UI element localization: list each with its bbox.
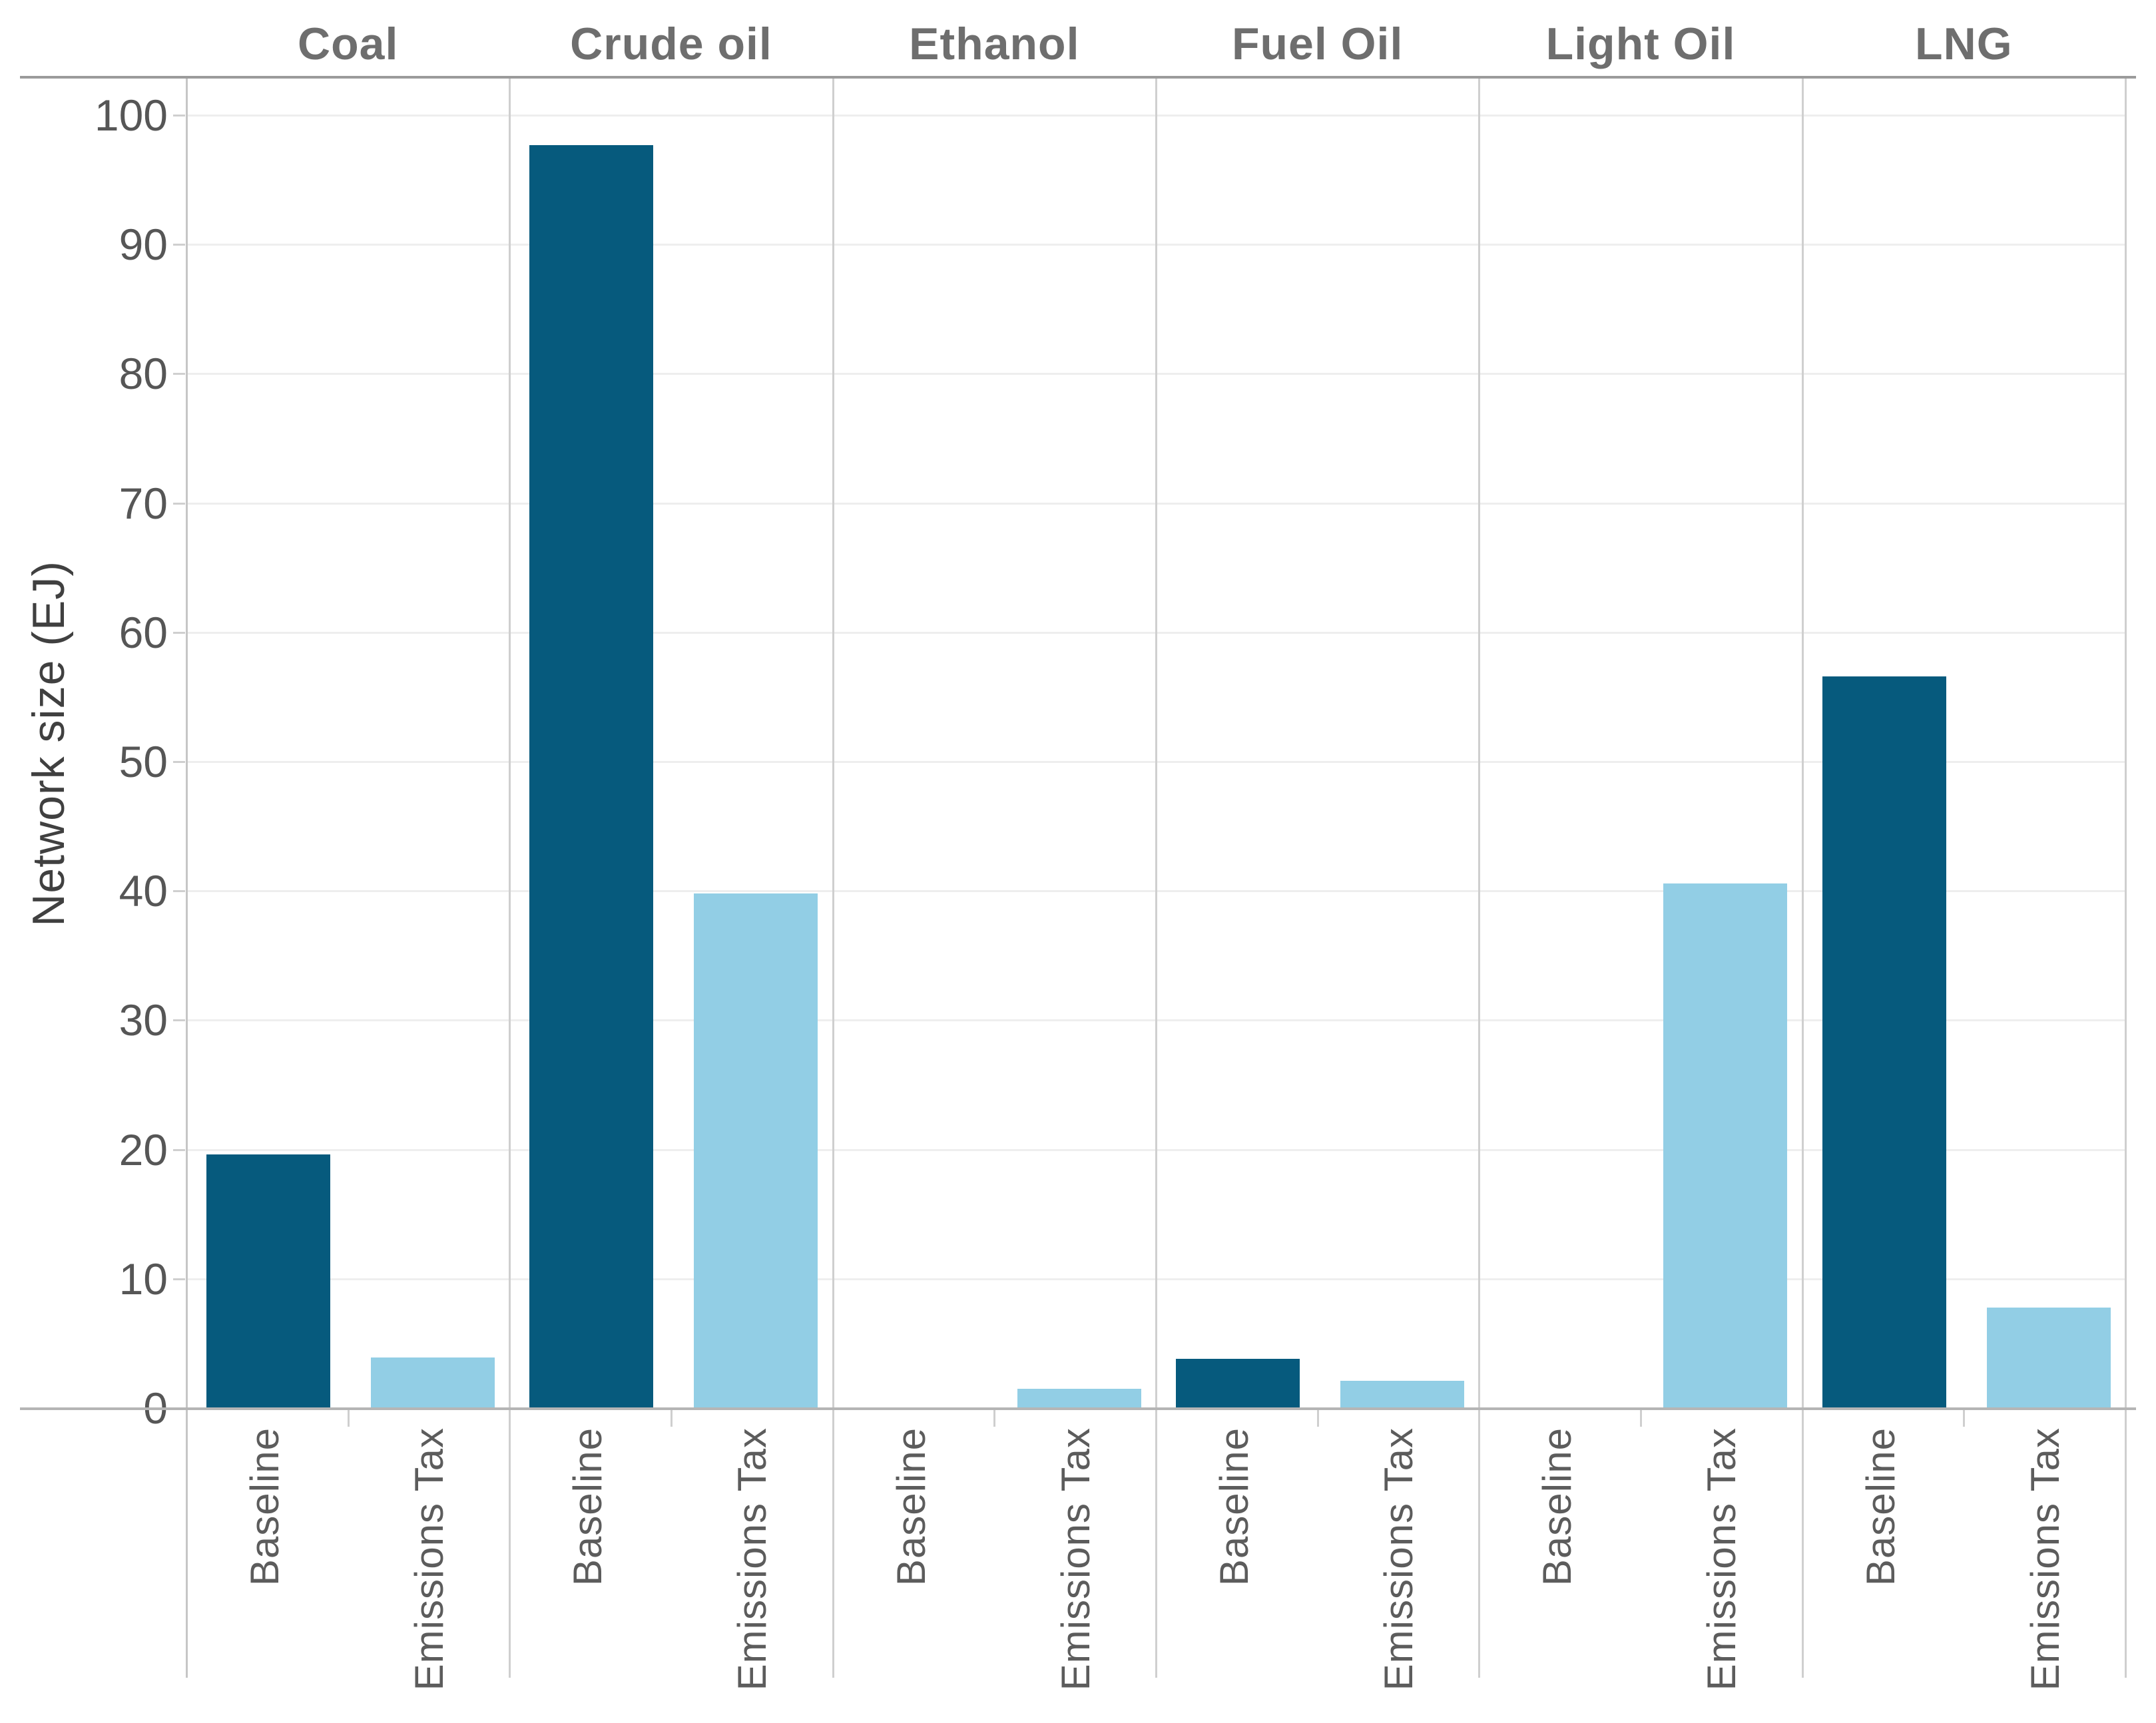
x-tick-label-ethanol-baseline: Baseline	[888, 1427, 934, 1587]
x-mid-tick-ethanol	[993, 1408, 996, 1427]
y-tick-label-10: 10	[119, 1254, 168, 1304]
bar-lng-baseline	[1822, 676, 1946, 1408]
bar-fuel-oil-baseline	[1176, 1359, 1300, 1408]
header-separator-line	[20, 76, 2136, 79]
y-tick-label-30: 30	[119, 995, 168, 1045]
y-tick-label-50: 50	[119, 737, 168, 786]
y-tick-label-40: 40	[119, 866, 168, 916]
x-mid-tick-coal	[347, 1408, 350, 1427]
bar-coal-baseline	[206, 1154, 330, 1408]
y-tick-label-90: 90	[119, 220, 168, 270]
facet-header-crude-oil: Crude oil	[570, 19, 772, 69]
x-mid-tick-lng	[1963, 1408, 1966, 1427]
panel-separator-2	[832, 79, 834, 1678]
facet-header-lng: LNG	[1915, 19, 2013, 69]
x-axis-line	[20, 1407, 2136, 1410]
y-tick-10	[173, 1278, 185, 1280]
y-tick-label-100: 100	[94, 91, 168, 140]
y-tick-30	[173, 1019, 185, 1022]
x-tick-label-crude-oil-baseline: Baseline	[565, 1427, 611, 1587]
bar-lng-emissions-tax	[1986, 1307, 2111, 1408]
y-tick-70	[173, 502, 185, 505]
y-tick-100	[173, 115, 185, 117]
y-tick-40	[173, 890, 185, 893]
x-tick-label-ethanol-emissions-tax: Emissions Tax	[1053, 1427, 1098, 1691]
y-tick-60	[173, 631, 185, 634]
facet-header-fuel-oil: Fuel Oil	[1231, 19, 1404, 69]
facet-header-light-oil: Light Oil	[1545, 19, 1736, 69]
y-tick-label-70: 70	[119, 478, 168, 528]
y-tick-90	[173, 244, 185, 246]
panel-separator-5	[1801, 79, 1804, 1678]
x-tick-label-lng-emissions-tax: Emissions Tax	[2022, 1427, 2067, 1691]
x-tick-label-fuel-oil-emissions-tax: Emissions Tax	[1376, 1427, 1421, 1691]
y-axis-line	[186, 79, 188, 1678]
x-mid-tick-crude-oil	[671, 1408, 673, 1427]
y-tick-50	[173, 761, 185, 763]
x-mid-tick-fuel-oil	[1316, 1408, 1319, 1427]
panel-separator-4	[1478, 79, 1481, 1678]
y-tick-80	[173, 373, 185, 375]
y-tick-label-20: 20	[119, 1124, 168, 1174]
x-tick-label-light-oil-emissions-tax: Emissions Tax	[1699, 1427, 1745, 1691]
bar-crude-oil-emissions-tax	[694, 893, 818, 1408]
right-border-line	[2125, 79, 2127, 1678]
x-tick-label-fuel-oil-baseline: Baseline	[1212, 1427, 1256, 1587]
y-tick-label-60: 60	[119, 607, 168, 657]
x-mid-tick-light-oil	[1640, 1408, 1642, 1427]
x-tick-label-crude-oil-emissions-tax: Emissions Tax	[730, 1427, 775, 1691]
facet-header-ethanol: Ethanol	[909, 19, 1080, 69]
x-tick-label-lng-baseline: Baseline	[1858, 1427, 1903, 1587]
bar-light-oil-emissions-tax	[1663, 883, 1788, 1408]
x-tick-label-light-oil-baseline: Baseline	[1535, 1427, 1580, 1587]
bar-coal-emissions-tax	[371, 1357, 495, 1408]
x-tick-label-coal-baseline: Baseline	[242, 1427, 287, 1587]
facet-header-coal: Coal	[297, 19, 399, 69]
panel-separator-3	[1155, 79, 1157, 1678]
y-tick-20	[173, 1148, 185, 1151]
bar-crude-oil-baseline	[529, 144, 654, 1408]
bar-fuel-oil-emissions-tax	[1340, 1381, 1464, 1408]
bar-ethanol-emissions-tax	[1017, 1388, 1141, 1408]
x-tick-label-coal-emissions-tax: Emissions Tax	[407, 1427, 451, 1691]
y-tick-label-80: 80	[119, 349, 168, 399]
panel-separator-1	[509, 79, 511, 1678]
